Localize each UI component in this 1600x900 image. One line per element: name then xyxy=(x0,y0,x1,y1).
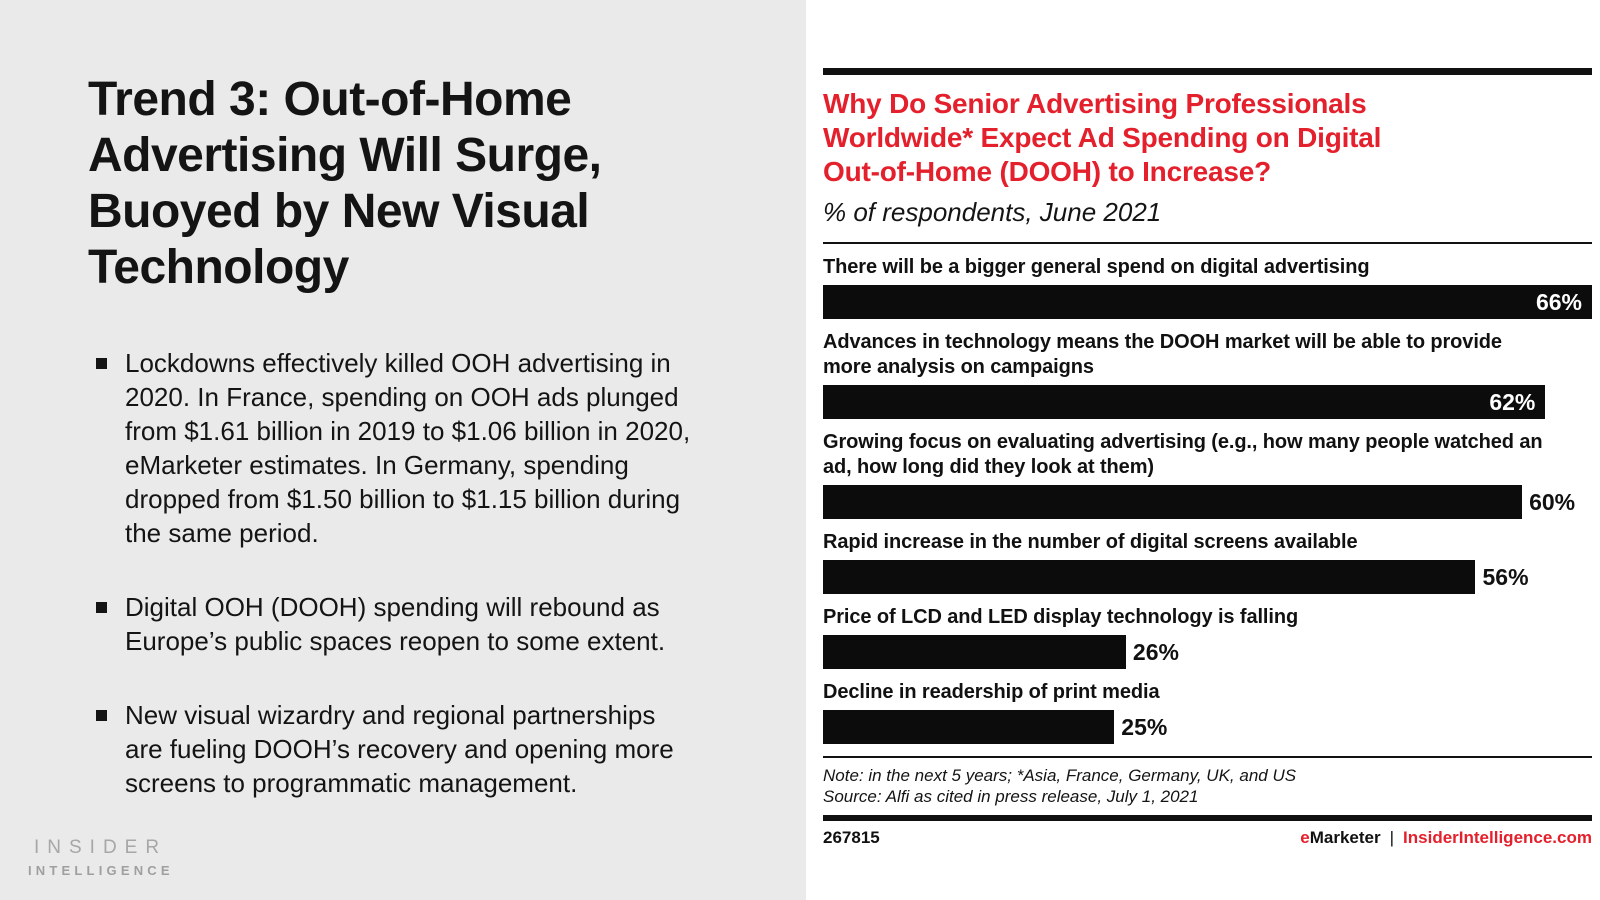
top-rule xyxy=(823,68,1592,75)
bar-track: 26% xyxy=(823,635,1592,669)
bar-group: Decline in readership of print media 25% xyxy=(823,680,1592,744)
chart-title: Why Do Senior Advertising Professionals … xyxy=(823,88,1382,187)
list-item: Lockdowns effectively killed OOH adverti… xyxy=(88,346,766,550)
chart-note: Note: in the next 5 years; *Asia, France… xyxy=(823,766,1297,785)
list-item: Digital OOH (DOOH) spending will rebound… xyxy=(88,590,766,658)
emarketer-e: e xyxy=(1300,828,1310,847)
chart-card: Why Do Senior Advertising Professionals … xyxy=(823,68,1592,848)
bar xyxy=(823,635,1126,669)
bar-track: 62% xyxy=(823,385,1592,419)
bar-group: There will be a bigger general spend on … xyxy=(823,255,1592,319)
emarketer-wordmark: eMarketer xyxy=(1300,828,1380,847)
bar-track: 56% xyxy=(823,560,1592,594)
bar: 62% xyxy=(823,385,1546,419)
bar xyxy=(823,485,1523,519)
bullet-text: Digital OOH (DOOH) spending will rebound… xyxy=(125,592,666,656)
bar-value-label: 66% xyxy=(1535,289,1582,315)
bar xyxy=(823,560,1476,594)
bar-value-label: 25% xyxy=(1121,714,1168,740)
logo-line-insider: INSIDER xyxy=(34,837,168,858)
chart-footer: 267815 eMarketer | InsiderIntelligence.com xyxy=(823,828,1592,848)
bar-label: There will be a bigger general spend on … xyxy=(823,256,1370,278)
spacer xyxy=(823,744,1592,756)
bar: 66% xyxy=(823,285,1592,319)
bullet-square-icon xyxy=(96,602,107,613)
brand-divider: | xyxy=(1389,828,1395,847)
bar-group: Price of LCD and LED display technology … xyxy=(823,605,1592,669)
bar-label: Decline in readership of print media xyxy=(823,681,1160,703)
bar-group: Growing focus on evaluating advertising … xyxy=(823,430,1592,519)
chart-id: 267815 xyxy=(823,828,880,847)
chart-subtitle: % of respondents, June 2021 xyxy=(823,197,1162,227)
logo-line-intelligence: INTELLIGENCE xyxy=(28,863,174,878)
list-item: New visual wizardry and regional partner… xyxy=(88,698,766,800)
emarketer-marketer: Marketer xyxy=(1309,828,1381,847)
bullet-text: Lockdowns effectively killed OOH adverti… xyxy=(125,348,691,548)
insider-intelligence-link[interactable]: InsiderIntelligence.com xyxy=(1403,828,1592,847)
bar-chart: There will be a bigger general spend on … xyxy=(823,255,1592,744)
bar-track: 66% xyxy=(823,285,1592,319)
bar-value-label: 62% xyxy=(1489,389,1536,415)
bar-label: Growing focus on evaluating advertising … xyxy=(823,431,1543,478)
bullet-list: Lockdowns effectively killed OOH adverti… xyxy=(88,346,766,800)
header-divider-rule xyxy=(823,242,1592,244)
bar-group: Advances in technology means the DOOH ma… xyxy=(823,330,1592,419)
insider-intelligence-logo: INSIDER INTELLIGENCE xyxy=(28,837,174,878)
chart-source: Source: Alfi as cited in press release, … xyxy=(823,787,1199,806)
bar-label: Advances in technology means the DOOH ma… xyxy=(823,331,1502,378)
bar-value-label: 60% xyxy=(1529,489,1576,515)
bar-value-label: 26% xyxy=(1132,639,1179,665)
bottom-rule xyxy=(823,815,1592,821)
bar-label: Price of LCD and LED display technology … xyxy=(823,606,1299,628)
bar-track: 25% xyxy=(823,710,1592,744)
left-panel: Trend 3: Out-of-Home Advertising Will Su… xyxy=(0,0,806,900)
bar xyxy=(823,710,1115,744)
bullet-square-icon xyxy=(96,710,107,721)
bar-track: 60% xyxy=(823,485,1592,519)
footer-divider-rule xyxy=(823,756,1592,758)
bar-label: Rapid increase in the number of digital … xyxy=(823,531,1358,553)
right-panel: Why Do Senior Advertising Professionals … xyxy=(806,0,1600,900)
brand-lockup: eMarketer | InsiderIntelligence.com xyxy=(1300,828,1592,848)
bar-value-label: 56% xyxy=(1482,564,1529,590)
bar-group: Rapid increase in the number of digital … xyxy=(823,530,1592,594)
bullet-square-icon xyxy=(96,358,107,369)
slide-title: Trend 3: Out-of-Home Advertising Will Su… xyxy=(88,73,602,294)
bullet-text: New visual wizardry and regional partner… xyxy=(125,700,674,798)
